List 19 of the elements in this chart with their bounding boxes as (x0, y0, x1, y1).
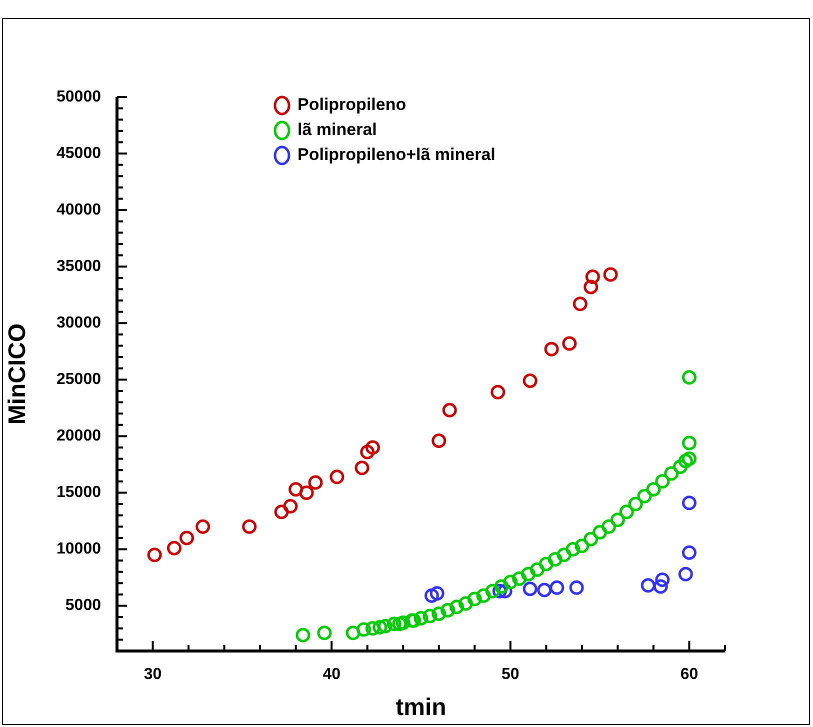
x-tick-label: 50 (502, 666, 520, 684)
y-tick-label: 40000 (56, 201, 102, 218)
y-axis-title: MinCICO (4, 323, 32, 425)
x-axis-title: tmin (396, 694, 446, 722)
y-tick-label: 25000 (56, 371, 102, 388)
y-tick-label: 35000 (56, 258, 102, 275)
y-tick-label: 5000 (65, 597, 102, 614)
y-tick-label: 15000 (56, 484, 102, 502)
x-tick-label: 60 (680, 666, 698, 684)
x-tick-label: 40 (322, 666, 341, 684)
y-tick-label: 45000 (56, 144, 102, 162)
legend-label: lã mineral (298, 120, 377, 140)
y-tick-label: 10000 (56, 540, 102, 558)
legend-label: Polipropileno (298, 95, 406, 114)
y-tick-label: 50000 (56, 88, 102, 106)
x-tick-label: 30 (144, 666, 162, 684)
y-tick-label: 20000 (56, 428, 102, 445)
legend-label: Polipropileno+lã mineral (298, 145, 496, 164)
y-tick-label: 30000 (56, 314, 102, 332)
